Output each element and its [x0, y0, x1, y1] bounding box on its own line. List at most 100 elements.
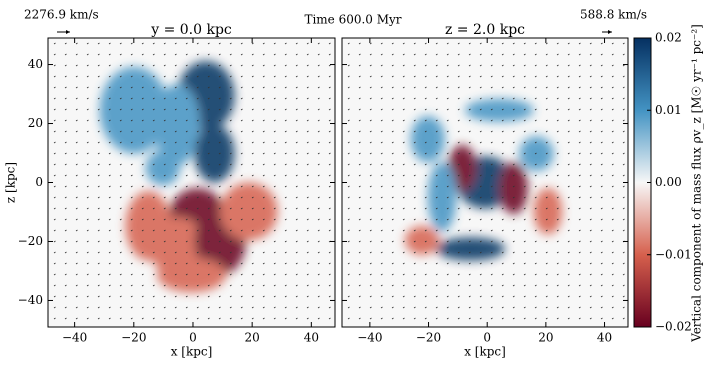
velocity-arrow	[380, 75, 383, 78]
velocity-arrow	[196, 317, 199, 320]
velocity-arrow	[196, 251, 199, 254]
velocity-arrow	[369, 141, 372, 144]
velocity-arrow	[512, 130, 515, 133]
velocity-arrow	[229, 218, 232, 221]
velocity-arrow	[578, 163, 581, 166]
velocity-arrow	[240, 42, 243, 45]
velocity-arrow	[391, 119, 394, 122]
velocity-arrow	[446, 196, 449, 199]
velocity-arrow	[306, 174, 309, 177]
velocity-arrow	[196, 130, 199, 133]
velocity-arrow	[53, 174, 56, 177]
velocity-arrow	[97, 64, 100, 67]
velocity-arrow	[369, 53, 372, 56]
velocity-arrow	[273, 229, 276, 232]
velocity-arrow	[141, 218, 144, 221]
velocity-arrow	[218, 86, 221, 89]
velocity-arrow	[141, 306, 144, 309]
velocity-arrow	[622, 207, 625, 210]
velocity-arrow	[163, 207, 166, 210]
velocity-arrow	[600, 295, 603, 298]
velocity-arrow	[611, 240, 614, 243]
velocity-arrow	[468, 42, 471, 45]
velocity-arrow	[523, 295, 526, 298]
velocity-arrow	[240, 262, 243, 265]
velocity-arrow	[207, 262, 210, 265]
velocity-arrow	[622, 42, 625, 45]
velocity-arrow	[240, 251, 243, 254]
velocity-arrow	[163, 185, 166, 188]
x-tick-label: 40	[304, 331, 319, 345]
velocity-arrow	[490, 64, 493, 67]
velocity-arrow	[86, 163, 89, 166]
velocity-arrow	[251, 251, 254, 254]
velocity-arrow	[512, 185, 515, 188]
velocity-arrow	[130, 174, 133, 177]
velocity-arrow	[251, 163, 254, 166]
velocity-arrow	[141, 196, 144, 199]
velocity-arrow	[545, 75, 548, 78]
velocity-arrow	[622, 262, 625, 265]
velocity-arrow	[328, 262, 331, 265]
velocity-arrow	[119, 163, 122, 166]
velocity-arrow	[64, 240, 67, 243]
velocity-arrow	[218, 75, 221, 78]
velocity-arrow	[75, 284, 78, 287]
velocity-arrow	[185, 229, 188, 232]
velocity-arrow	[347, 174, 350, 177]
velocity-arrow	[196, 86, 199, 89]
velocity-arrow	[284, 306, 287, 309]
velocity-arrow	[174, 218, 177, 221]
velocity-arrow	[512, 295, 515, 298]
velocity-arrow	[295, 262, 298, 265]
velocity-arrow	[207, 317, 210, 320]
velocity-arrow	[328, 53, 331, 56]
velocity-arrow	[512, 75, 515, 78]
velocity-arrow	[435, 97, 438, 100]
velocity-arrow	[328, 141, 331, 144]
velocity-arrow	[402, 141, 405, 144]
velocity-arrow	[457, 185, 460, 188]
velocity-arrow	[347, 163, 350, 166]
velocity-arrow	[218, 262, 221, 265]
velocity-arrow	[207, 273, 210, 276]
velocity-arrow	[262, 97, 265, 100]
velocity-arrow	[369, 119, 372, 122]
velocity-arrow	[130, 218, 133, 221]
velocity-arrow	[53, 284, 56, 287]
velocity-arrow	[567, 317, 570, 320]
velocity-arrow	[163, 130, 166, 133]
velocity-arrow	[295, 119, 298, 122]
velocity-arrow	[501, 273, 504, 276]
velocity-arrow	[413, 218, 416, 221]
velocity-arrow	[479, 284, 482, 287]
velocity-arrow	[380, 196, 383, 199]
velocity-arrow	[196, 273, 199, 276]
velocity-arrow	[358, 185, 361, 188]
velocity-arrow	[119, 141, 122, 144]
velocity-arrow	[534, 207, 537, 210]
velocity-arrow	[534, 218, 537, 221]
velocity-arrow	[295, 86, 298, 89]
colorbar-tick-label: 0.01	[655, 103, 682, 117]
field-blob	[464, 98, 534, 122]
velocity-arrow	[86, 306, 89, 309]
velocity-arrow	[262, 218, 265, 221]
velocity-arrow	[163, 229, 166, 232]
velocity-arrow	[545, 306, 548, 309]
x-axis-label: x [kpc]	[171, 345, 213, 359]
velocity-arrow	[251, 97, 254, 100]
velocity-arrow	[317, 163, 320, 166]
velocity-arrow	[369, 75, 372, 78]
velocity-arrow	[490, 185, 493, 188]
velocity-arrow	[358, 64, 361, 67]
velocity-arrow	[369, 108, 372, 111]
velocity-arrow	[435, 273, 438, 276]
velocity-arrow	[578, 130, 581, 133]
velocity-arrow	[317, 262, 320, 265]
velocity-arrow	[501, 306, 504, 309]
velocity-arrow	[130, 163, 133, 166]
velocity-arrow	[152, 53, 155, 56]
velocity-arrow	[611, 152, 614, 155]
velocity-arrow	[369, 97, 372, 100]
